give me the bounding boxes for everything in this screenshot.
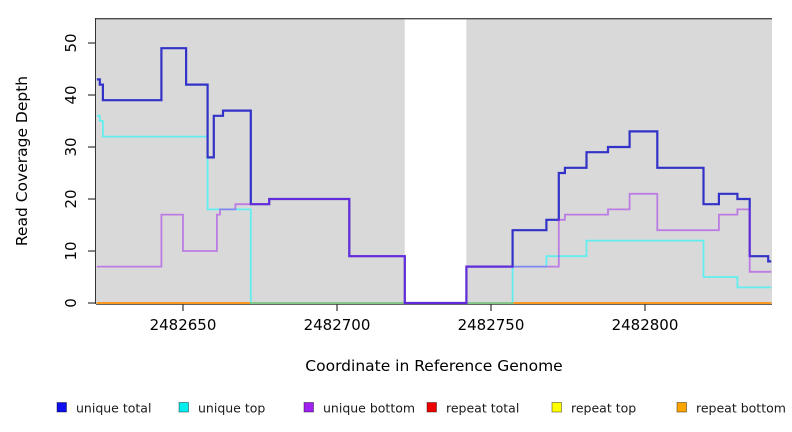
data-series [96,47,772,305]
y-tick-label: 40 [62,85,80,104]
y-tick-label: 30 [62,137,80,156]
legend-label-repeat-bottom: repeat bottom [696,401,786,416]
axis-ticks: 2482650 2482700 2482750 2482800 0 10 20 30 40 50 [62,33,678,334]
y-axis-title: Read Coverage Depth [13,76,31,246]
y-tick-label: 20 [62,189,80,208]
x-tick-label: 2482800 [612,316,679,334]
legend-swatch-repeat-total [426,402,437,413]
legend-swatch-unique-bottom [303,402,314,413]
x-tick-label: 2482650 [150,316,217,334]
legend-label-repeat-total: repeat total [446,401,519,416]
series-line-unique-top [466,239,772,304]
y-tick-label: 0 [62,298,80,308]
y-tick-label: 50 [62,33,80,52]
legend-label-unique-total: unique total [76,401,151,416]
legend-label-unique-bottom: unique bottom [323,401,415,416]
no-data-gap-region [404,18,467,304]
legend-swatch-unique-total [56,402,67,413]
chart-legend: unique total unique top unique bottom repea… [56,401,786,416]
legend-swatch-repeat-bottom [676,402,687,413]
x-axis-title: Coordinate in Reference Genome [305,357,562,375]
legend-swatch-unique-top [178,402,189,413]
series-line-unique-top [96,114,405,304]
x-tick-label: 2482750 [458,316,525,334]
series-line-unique-total [96,47,772,305]
legend-label-unique-top: unique top [198,401,265,416]
legend-label-repeat-top: repeat top [571,401,636,416]
y-tick-label: 10 [62,241,80,260]
legend-swatch-repeat-top [551,402,562,413]
x-tick-label: 2482700 [304,316,371,334]
series-line-unique-bottom [96,192,772,304]
